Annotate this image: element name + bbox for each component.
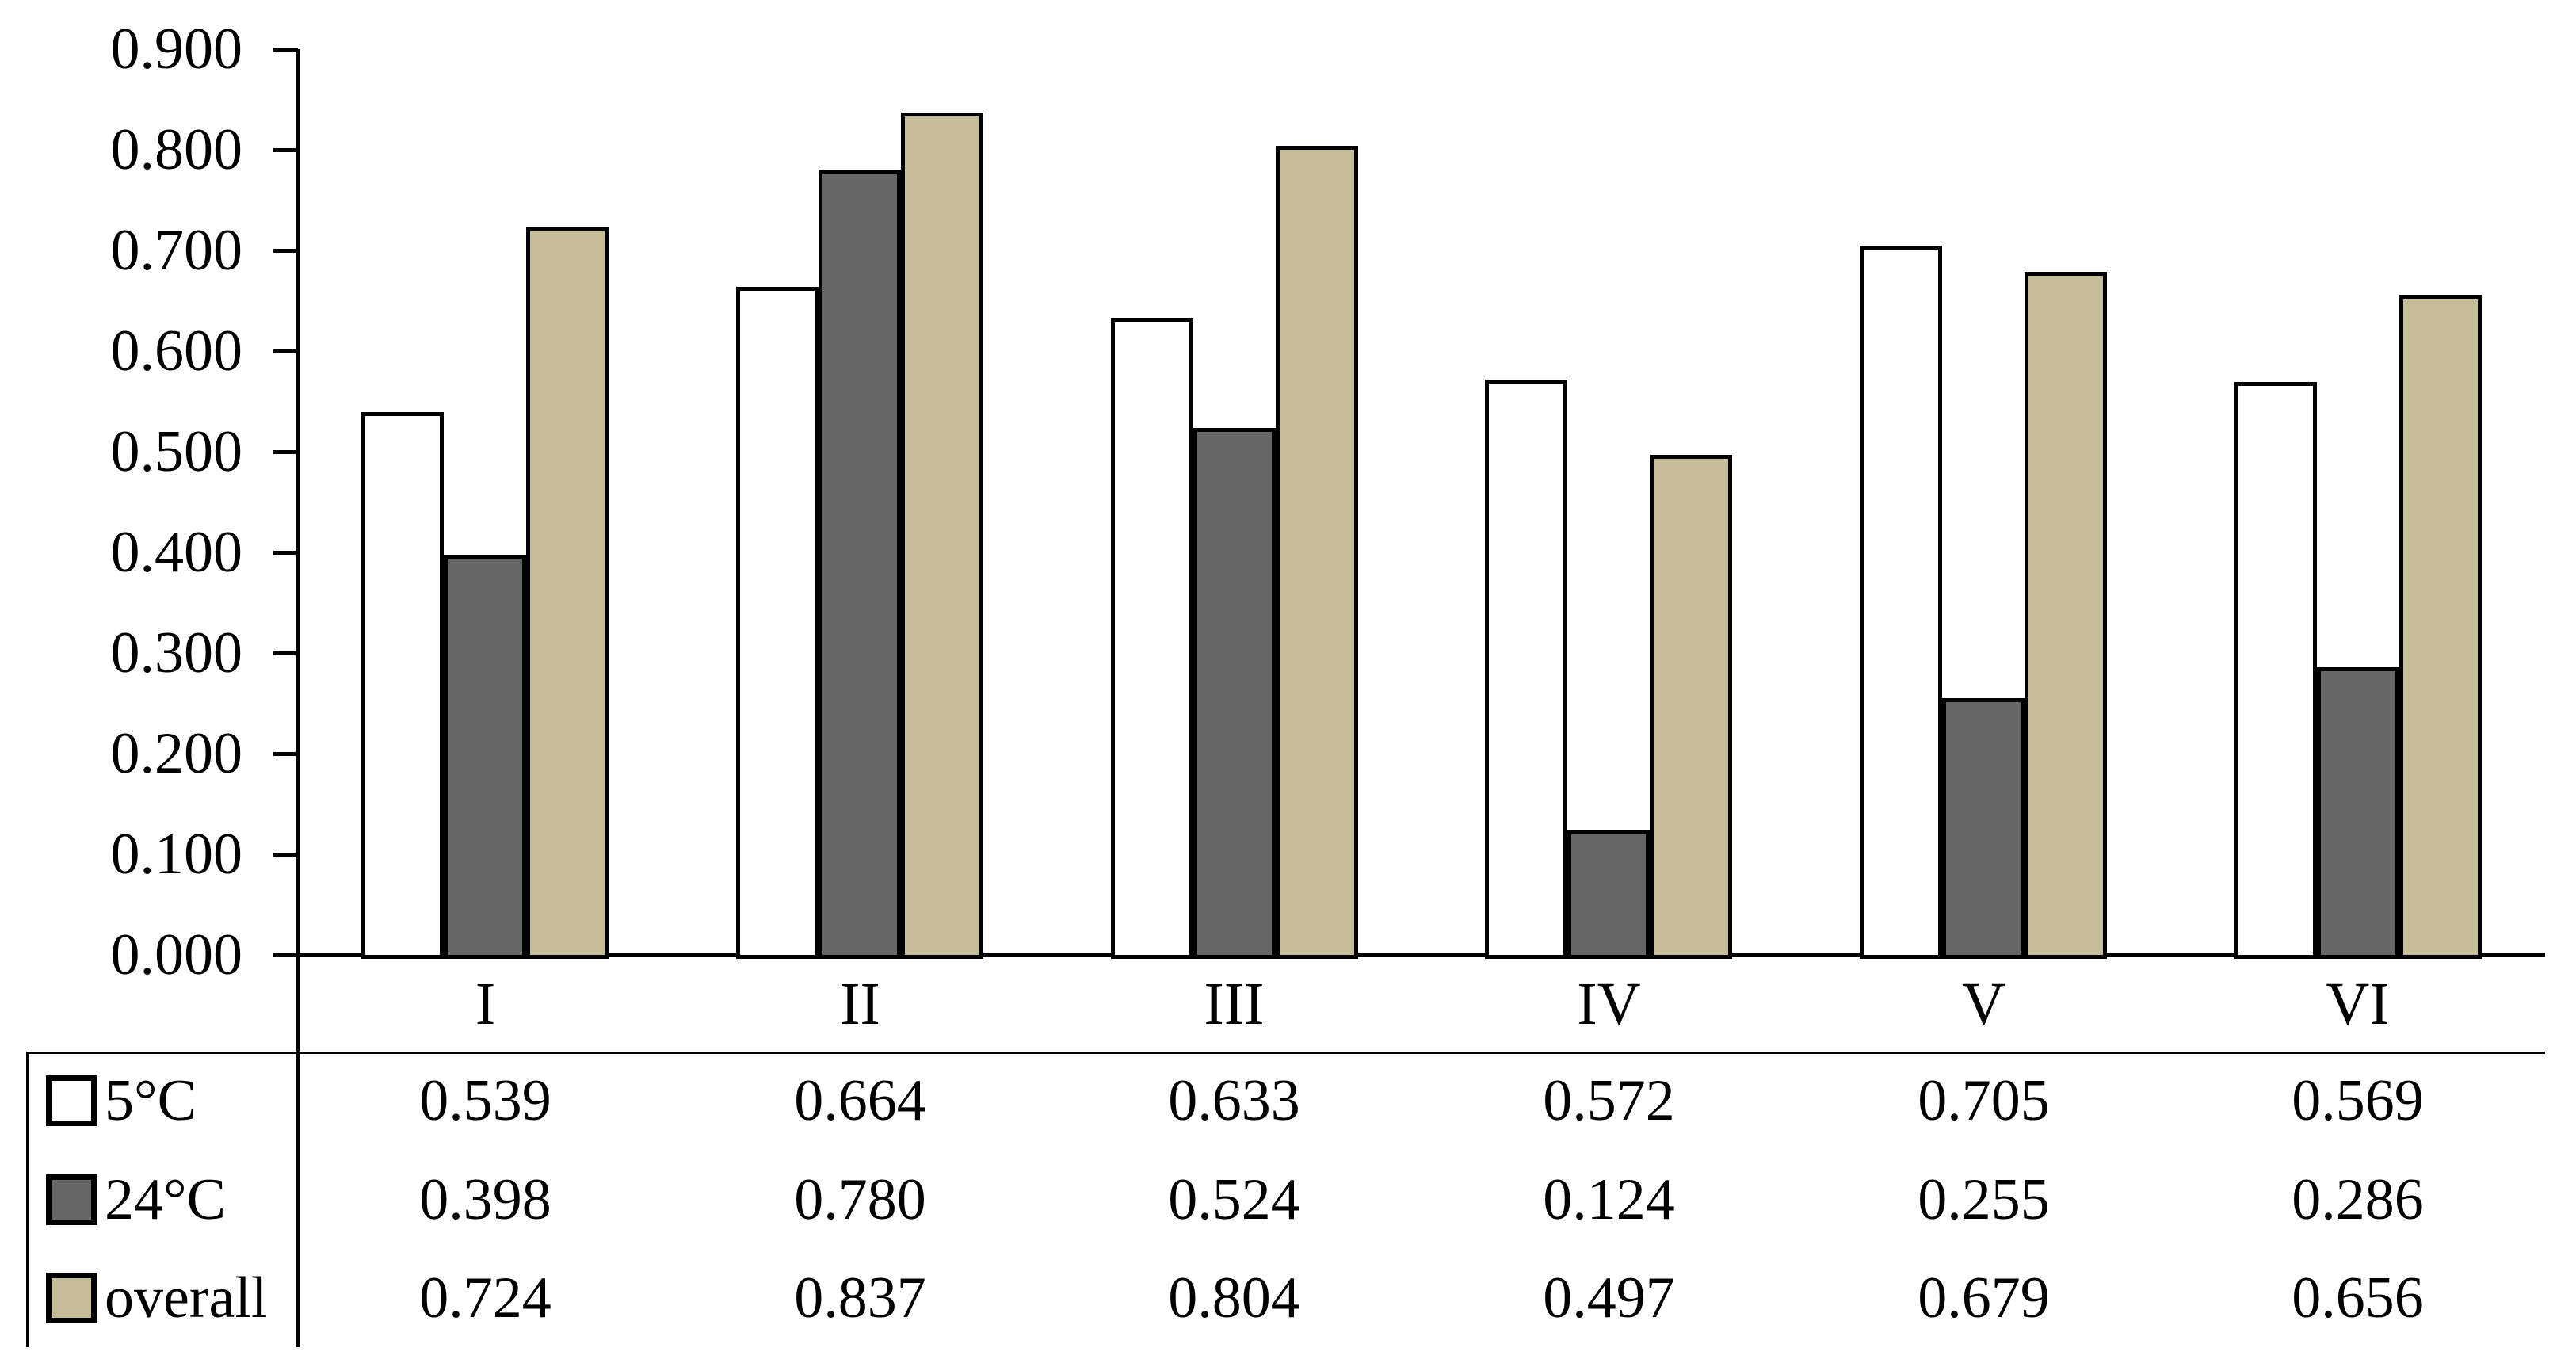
bar-5c-iii [1111,318,1193,959]
bar-5c-iv [1485,380,1567,959]
y-axis-tick-label: 0.900 [110,17,243,82]
bar-24c-iv [1567,830,1650,959]
table-cell-overall-ii: 0.837 [794,1266,926,1331]
table-cell-overall-iv: 0.497 [1543,1266,1675,1331]
bar-5c-vi [2234,382,2317,959]
y-axis-tick [273,148,298,152]
table-cell-overall-i: 0.724 [419,1266,551,1331]
table-top-border-line [26,1052,2545,1054]
y-axis-tick-label: 0.400 [110,520,243,585]
bar-overall-iii [1276,146,1358,959]
table-cell-5c-i: 0.539 [419,1068,551,1133]
y-axis-tick [273,48,298,52]
legend-label-overall: overall [105,1266,268,1331]
y-axis-tick-label: 0.600 [110,319,243,384]
bar-overall-iv [1650,455,1732,959]
y-axis-tick [273,551,298,555]
table-cell-24c-i: 0.398 [419,1167,551,1232]
y-axis-tick [273,349,298,353]
legend-label-5c: 5°C [105,1068,197,1133]
legend-swatch-overall-icon [46,1273,97,1323]
bar-5c-ii [736,287,819,959]
table-cell-24c-iv: 0.124 [1543,1167,1675,1232]
y-axis-tick [273,450,298,454]
bar-24c-vi [2317,667,2399,959]
table-cell-5c-vi: 0.569 [2292,1068,2424,1133]
table-legend-separator-line [296,955,300,1347]
table-cell-24c-ii: 0.780 [794,1167,926,1232]
bar-24c-ii [819,170,901,959]
bar-24c-v [1942,698,2025,959]
table-cell-5c-v: 0.705 [1918,1068,2050,1133]
x-category-label-ii: II [840,971,880,1037]
legend-swatch-5c-icon [46,1075,97,1126]
y-axis-tick [273,853,298,857]
bar-5c-i [361,412,444,959]
y-axis-line [296,49,300,955]
legend-label-24c: 24°C [105,1167,226,1232]
table-left-border-line [26,1052,29,1347]
x-category-label-v: V [1962,971,2005,1037]
table-cell-overall-iii: 0.804 [1168,1266,1300,1331]
bar-24c-iii [1193,428,1276,959]
y-axis-tick [273,752,298,756]
table-cell-overall-v: 0.679 [1918,1266,2050,1331]
y-axis-tick-label: 0.500 [110,419,243,484]
bar-5c-v [1860,246,1942,959]
y-axis-tick [273,651,298,655]
x-category-label-vi: VI [2326,971,2390,1037]
y-axis-tick-label: 0.000 [110,922,243,987]
bar-24c-i [444,555,526,959]
bar-overall-vi [2399,295,2482,959]
y-axis-tick-label: 0.100 [110,822,243,887]
y-axis-tick-label: 0.800 [110,117,243,182]
table-cell-24c-iii: 0.524 [1168,1167,1300,1232]
x-category-label-iv: IV [1577,971,1641,1037]
x-axis-line [296,953,2545,957]
table-cell-24c-v: 0.255 [1918,1167,2050,1232]
table-cell-overall-vi: 0.656 [2292,1266,2424,1331]
x-category-label-iii: III [1204,971,1265,1037]
y-axis-tick-label: 0.700 [110,218,243,283]
y-axis-tick-label: 0.200 [110,721,243,786]
bar-overall-ii [901,113,983,959]
bar-overall-i [526,227,609,959]
bar-overall-v [2025,272,2107,959]
y-axis-tick [273,249,298,253]
x-category-label-i: I [475,971,496,1037]
table-cell-5c-iv: 0.572 [1543,1068,1675,1133]
y-axis-tick-label: 0.300 [110,620,243,685]
table-cell-24c-vi: 0.286 [2292,1167,2424,1232]
legend-swatch-24c-icon [46,1174,97,1225]
table-cell-5c-iii: 0.633 [1168,1068,1300,1133]
table-cell-5c-ii: 0.664 [794,1068,926,1133]
y-axis-tick [273,953,298,957]
